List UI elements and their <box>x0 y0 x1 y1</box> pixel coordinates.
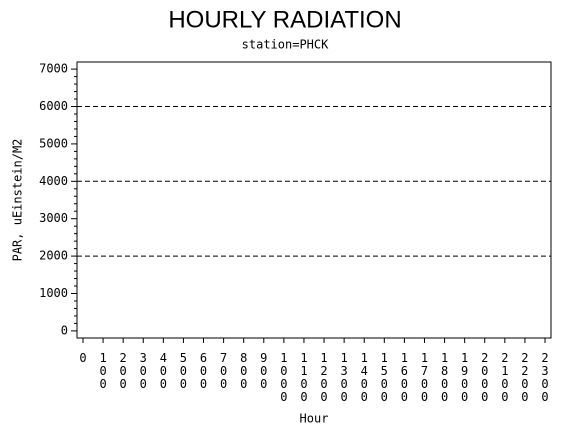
x-tick-label: 300 <box>136 351 150 390</box>
y-tick-label: 4000 <box>39 174 68 188</box>
x-tick-label: 1400 <box>357 351 371 403</box>
y-tick-label: 0 <box>61 323 68 337</box>
x-tick-label: 1300 <box>337 351 351 403</box>
chart-title: HOURLY RADIATION <box>168 6 401 33</box>
x-tick-label: 2300 <box>538 351 552 403</box>
x-tick-label: 2000 <box>478 351 492 403</box>
x-tick-label: 1000 <box>277 351 291 403</box>
x-tick-label: 0 <box>76 351 90 364</box>
x-tick-label: 1700 <box>417 351 431 403</box>
x-tick-label: 1500 <box>377 351 391 403</box>
x-tick-label: 1900 <box>458 351 472 403</box>
y-axis-label: PAR, uEinstein/M2 <box>11 139 25 262</box>
chart-subtitle: station=PHCK <box>242 38 329 52</box>
y-tick-label: 3000 <box>39 211 68 225</box>
x-tick-label: 700 <box>217 351 231 390</box>
x-tick-label: 1600 <box>397 351 411 403</box>
x-tick-label: 1100 <box>297 351 311 403</box>
y-tick-label: 7000 <box>39 62 68 76</box>
x-tick-label: 1800 <box>438 351 452 403</box>
x-tick-label: 1200 <box>317 351 331 403</box>
y-tick-label: 5000 <box>39 136 68 150</box>
x-tick-label: 500 <box>176 351 190 390</box>
x-tick-label: 800 <box>237 351 251 390</box>
x-tick-label: 2200 <box>518 351 532 403</box>
x-tick-label: 2100 <box>498 351 512 403</box>
y-tick-label: 6000 <box>39 99 68 113</box>
y-tick-label: 2000 <box>39 249 68 263</box>
x-axis-label: Hour <box>300 412 329 426</box>
y-tick-label: 1000 <box>39 286 68 300</box>
x-tick-label: 400 <box>156 351 170 390</box>
x-tick-label: 200 <box>116 351 130 390</box>
x-tick-label: 900 <box>257 351 271 390</box>
x-tick-label: 100 <box>96 351 110 390</box>
x-tick-label: 600 <box>197 351 211 390</box>
plot-frame <box>76 61 552 339</box>
